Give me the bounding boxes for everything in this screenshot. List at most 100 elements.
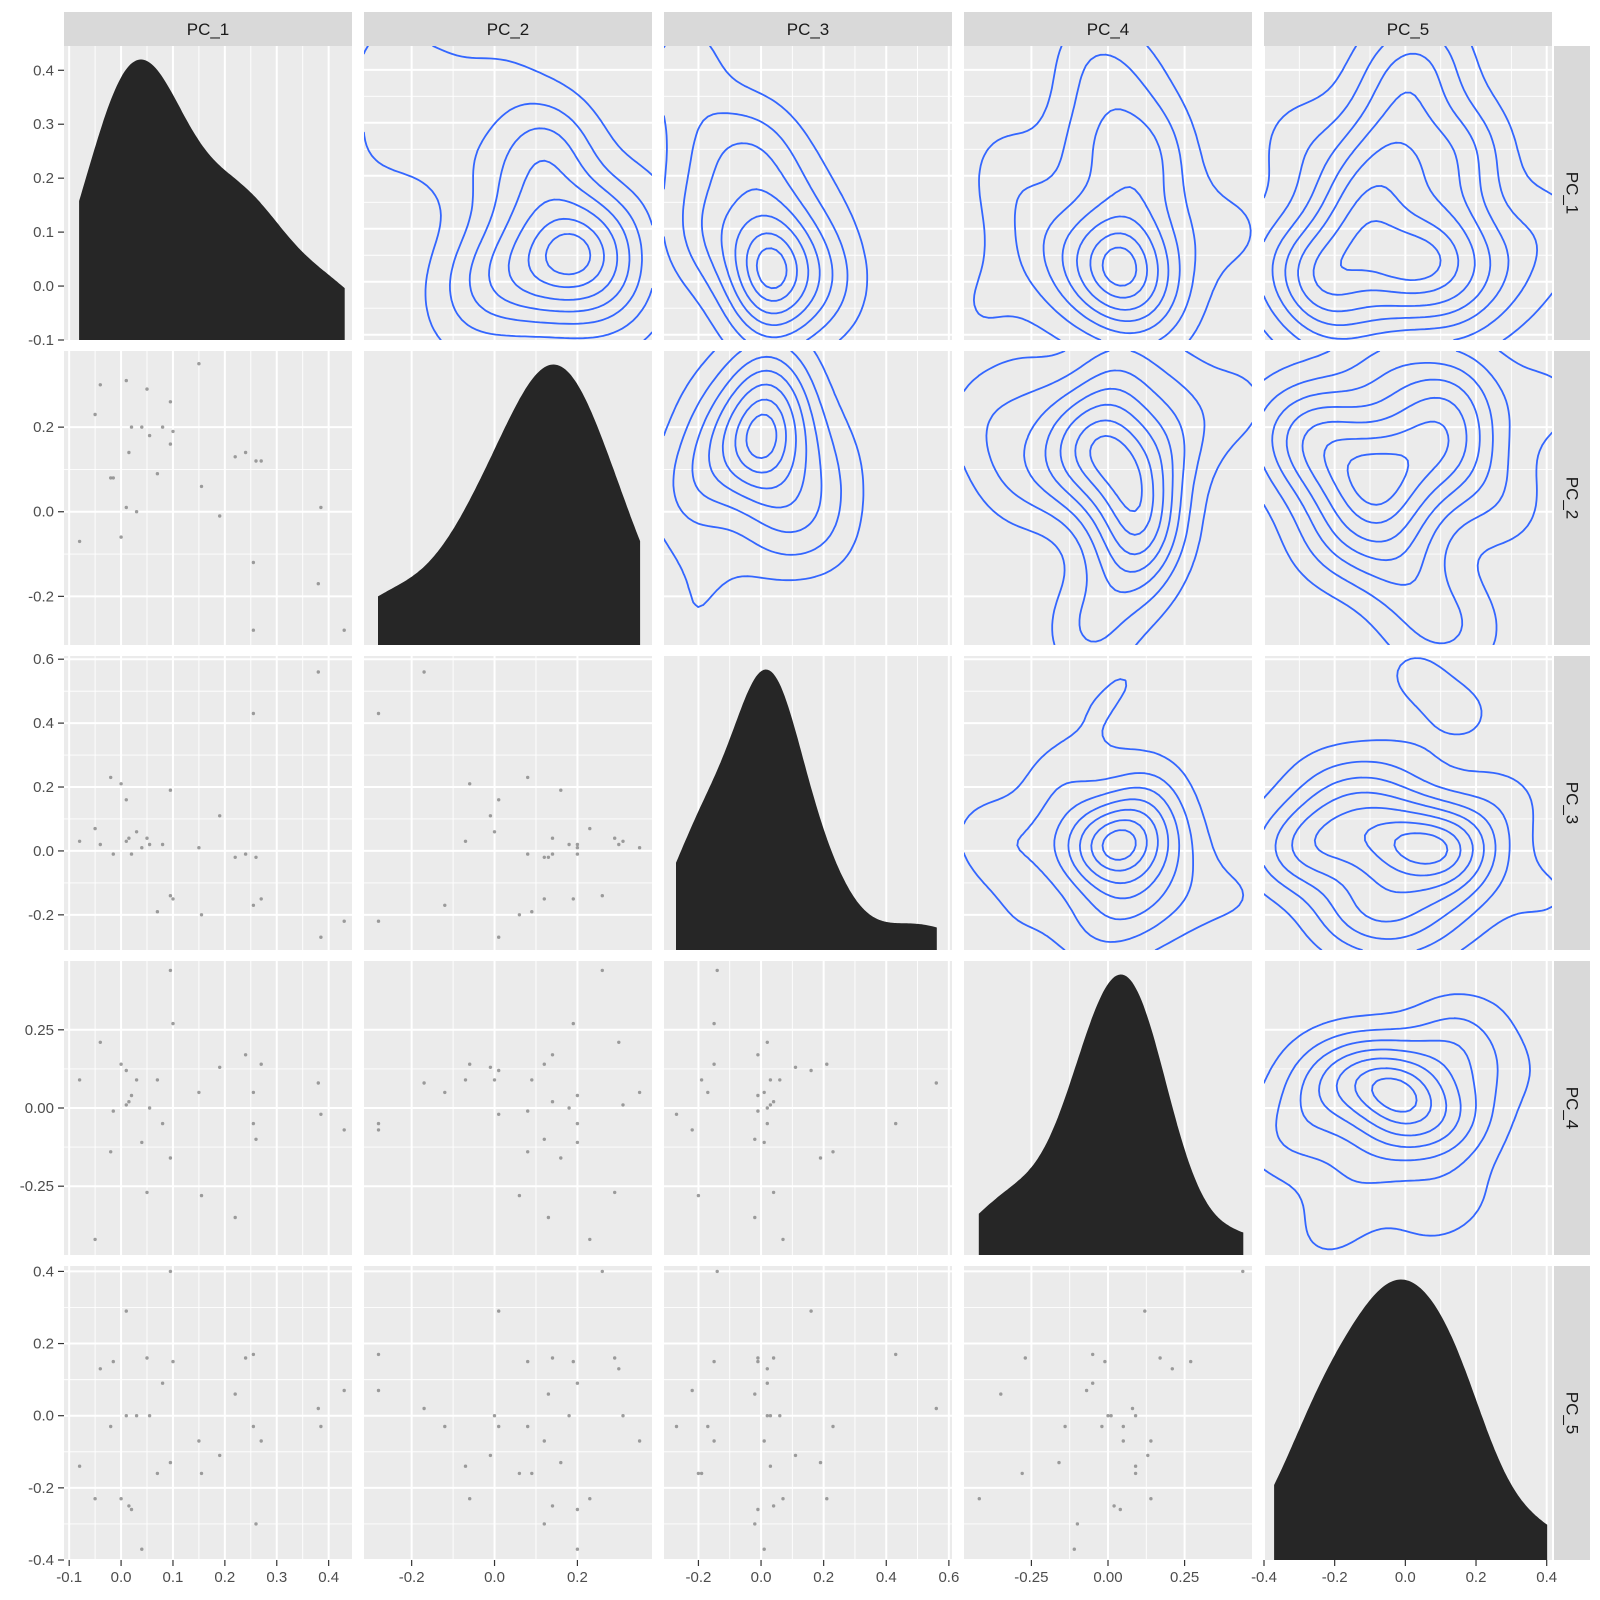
- y-tick-label: -0.2: [28, 1480, 54, 1497]
- scatter-point: [155, 1078, 160, 1082]
- density-contour: [1264, 657, 1552, 950]
- scatter-point: [1170, 1367, 1175, 1371]
- gridlines: [64, 1266, 352, 1561]
- y-tick-label: 0.6: [33, 651, 54, 668]
- x-tick-label: 0.2: [1466, 1569, 1487, 1586]
- scatter-point: [1241, 1269, 1245, 1274]
- density-contour: [1264, 351, 1511, 645]
- scatter-point: [934, 1081, 938, 1085]
- scatter-point: [171, 897, 175, 901]
- x-tick-label: 0.25: [1170, 1569, 1199, 1586]
- scatter-point: [199, 484, 204, 489]
- scatter-point: [575, 1507, 580, 1512]
- panel-marks: [674, 1269, 938, 1551]
- scatter-point: [517, 1193, 522, 1198]
- scatter-point: [259, 897, 263, 901]
- scatter-point: [567, 1414, 571, 1418]
- scatter-point: [781, 1237, 785, 1242]
- scatter-point: [575, 1140, 580, 1145]
- scatter-point: [765, 1106, 769, 1110]
- strip-background: [64, 12, 352, 46]
- scatter-point: [1109, 1414, 1113, 1418]
- scatter-point: [934, 1406, 938, 1411]
- panel-PC_5-PC_3: [664, 1266, 952, 1561]
- scatter-point: [251, 903, 256, 907]
- axes-layer: -0.1 0.0 0.1 0.2 0.3 0.4 -0.2 0.0 0.2 -0.2 0.0 0.2 0…: [20, 62, 1557, 1586]
- scatter-point: [756, 1356, 760, 1360]
- gridlines: [964, 1266, 1252, 1561]
- density-contour: [1275, 1017, 1499, 1184]
- density-contour: [1346, 452, 1410, 506]
- strip-label: PC_4: [1087, 20, 1130, 39]
- scatter-point: [1023, 1356, 1027, 1360]
- scatter-point: [119, 1497, 123, 1501]
- gridlines: [364, 961, 652, 1255]
- scatter-point: [124, 378, 128, 383]
- scatter-point: [168, 894, 173, 898]
- scatter-point: [1133, 1464, 1138, 1468]
- panel-PC_3-PC_2: [364, 656, 652, 950]
- scatter-point: [492, 1414, 497, 1418]
- scatter-point: [575, 1121, 580, 1126]
- panel-marks: [1274, 1279, 1548, 1560]
- scatter-point: [567, 1106, 571, 1110]
- density-contour: [734, 398, 787, 474]
- scatter-point: [124, 1103, 128, 1107]
- scatter-point: [768, 1414, 773, 1418]
- scatter-point: [199, 1471, 204, 1476]
- scatter-point: [696, 1471, 701, 1476]
- gridlines: [964, 46, 1252, 340]
- scatter-point: [422, 670, 426, 674]
- panel-PC_1-PC_4: [964, 46, 1252, 340]
- panel-marks: [1264, 46, 1552, 340]
- panel-PC_1-PC_2: [364, 46, 652, 340]
- scatter-point: [319, 1424, 323, 1429]
- y-tick-label: -0.4: [28, 1552, 54, 1569]
- scatter-point: [637, 1090, 642, 1095]
- scatter-point: [526, 1150, 530, 1154]
- scatter-point: [1158, 1356, 1162, 1360]
- scatter-point: [124, 1068, 128, 1073]
- scatter-point: [147, 433, 152, 438]
- density-contour: [755, 247, 788, 290]
- panel-marks: [378, 364, 641, 645]
- scatter-point: [145, 836, 149, 840]
- density-contour: [1393, 832, 1449, 865]
- gridlines: [1263, 656, 1552, 950]
- scatter-point: [818, 1460, 823, 1465]
- scatter-point: [251, 1121, 256, 1126]
- scatter-point: [140, 425, 144, 429]
- strip-right-PC_5: PC_5: [1554, 1266, 1590, 1560]
- scatter-point: [753, 1392, 757, 1396]
- density-contour: [1313, 806, 1474, 894]
- scatter-point: [124, 1309, 128, 1313]
- scatter-point: [674, 1112, 679, 1117]
- scatter-point: [140, 1140, 144, 1145]
- scatter-point: [488, 814, 493, 818]
- scatter-point: [753, 1522, 757, 1526]
- y-tick-label: 0.0: [33, 504, 54, 521]
- x-tick-label: -0.25: [1014, 1569, 1048, 1586]
- scatter-point: [674, 1424, 679, 1429]
- scatter-point: [1103, 1359, 1107, 1364]
- density-contour: [708, 369, 808, 509]
- scatter-point: [530, 1471, 534, 1476]
- scatter-point: [542, 1439, 546, 1443]
- scatter-point: [119, 1062, 123, 1066]
- scatter-point: [1075, 1522, 1080, 1526]
- density-contour: [1013, 53, 1197, 340]
- scatter-point: [342, 1128, 346, 1132]
- density-contour: [1264, 760, 1511, 950]
- density-contour: [664, 46, 869, 340]
- density-contour: [1101, 246, 1138, 287]
- panel-PC_2-PC_5: [1263, 351, 1552, 645]
- scatter-point: [1106, 1414, 1110, 1418]
- scatter-point: [831, 1424, 835, 1429]
- scatter-point: [140, 1547, 144, 1551]
- density-contour: [1354, 1067, 1432, 1125]
- density-contour: [1299, 1039, 1477, 1162]
- panel-PC_2-PC_3: [664, 351, 952, 645]
- scatter-point: [818, 1156, 823, 1160]
- scatter-point: [712, 1439, 716, 1443]
- scatter-point: [77, 1464, 82, 1468]
